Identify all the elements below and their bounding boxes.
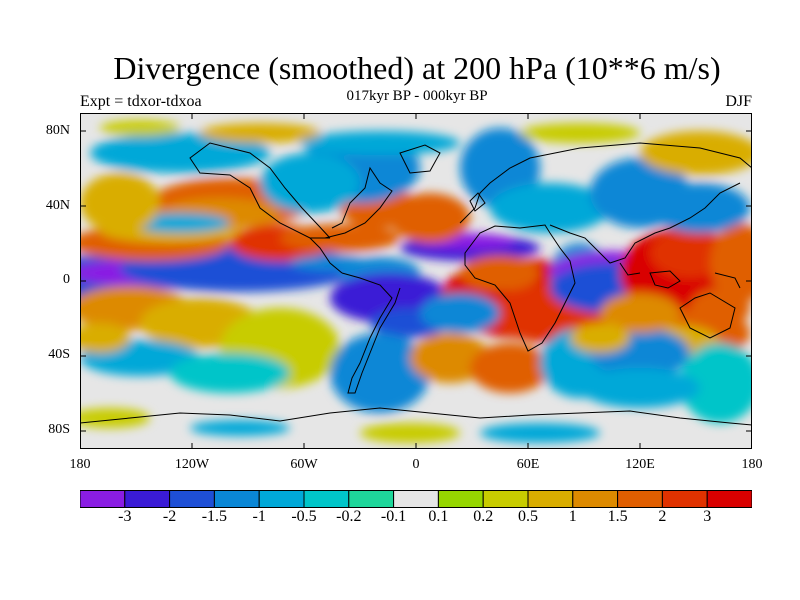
colorbar-box bbox=[527, 490, 574, 508]
colorbar-label: 1.5 bbox=[607, 508, 628, 525]
field-patch bbox=[300, 131, 460, 155]
colorbar-label: -0.5 bbox=[291, 508, 317, 525]
colorbar-label: 0.5 bbox=[518, 508, 538, 525]
field-patch bbox=[600, 293, 680, 333]
field-patch bbox=[200, 123, 320, 143]
field-patch bbox=[80, 408, 150, 428]
colorbar-label: 3 bbox=[703, 508, 712, 525]
colorbar-box bbox=[258, 490, 305, 508]
field-patch bbox=[580, 368, 700, 408]
colorbar-label: -2 bbox=[162, 508, 177, 525]
field-patch bbox=[480, 423, 600, 443]
coastline-path bbox=[324, 166, 393, 239]
colorbar-box bbox=[169, 490, 215, 508]
map-subtitle: 017kyr BP - 000kyr BP bbox=[346, 88, 488, 104]
field-patch bbox=[360, 423, 460, 443]
coastline-path bbox=[399, 144, 441, 174]
field-patch bbox=[650, 183, 750, 233]
colorbar-box bbox=[303, 490, 350, 508]
lon-label-180e: 180 bbox=[741, 457, 763, 472]
field-patch bbox=[130, 213, 230, 233]
colorbar-box bbox=[124, 490, 171, 508]
field-patch bbox=[460, 255, 540, 291]
map-title: Divergence (smoothed) at 200 hPa (10**6 … bbox=[113, 50, 721, 86]
field-patch bbox=[650, 228, 730, 278]
field-patch bbox=[280, 224, 400, 252]
field-patch bbox=[390, 193, 470, 243]
colorbar bbox=[80, 490, 752, 508]
experiment-label: Expt = tdxor-tdxoa bbox=[80, 93, 202, 110]
lon-label-0: 0 bbox=[412, 457, 420, 472]
colorbar-box bbox=[393, 490, 439, 508]
coastline-path bbox=[309, 237, 343, 274]
colorbar-box bbox=[706, 490, 752, 508]
colorbar-box bbox=[617, 490, 663, 508]
coastline-path bbox=[679, 292, 736, 339]
lon-label-120w: 120W bbox=[174, 457, 210, 472]
divergence-map bbox=[80, 113, 752, 449]
colorbar-label: -0.1 bbox=[380, 508, 407, 525]
colorbar-label: 0.2 bbox=[473, 508, 494, 525]
field-patch bbox=[170, 353, 290, 393]
coastline-path bbox=[549, 182, 741, 264]
coastlines bbox=[80, 142, 752, 426]
field-patch bbox=[100, 120, 180, 136]
field-patch bbox=[80, 173, 160, 233]
field-patch bbox=[490, 183, 610, 233]
field-patch bbox=[470, 343, 550, 393]
field-patch bbox=[190, 420, 290, 436]
field-patch bbox=[330, 333, 430, 413]
field-patch bbox=[80, 323, 130, 353]
lon-label-180w: 180 bbox=[69, 457, 91, 472]
lon-label-60w: 60W bbox=[290, 457, 318, 472]
colorbar-box bbox=[572, 490, 619, 508]
colorbar-box bbox=[80, 490, 126, 508]
coastline-path bbox=[80, 407, 752, 426]
field-patch bbox=[410, 333, 490, 383]
field-patch bbox=[520, 123, 640, 143]
coastline-path bbox=[189, 142, 331, 239]
divergence-field bbox=[80, 120, 752, 443]
colorbar-box bbox=[437, 490, 484, 508]
coastline-path bbox=[464, 224, 576, 352]
colorbar-box bbox=[482, 490, 529, 508]
colorbar-box bbox=[213, 490, 260, 508]
field-patch bbox=[640, 131, 752, 175]
lon-label-120e: 120E bbox=[625, 457, 655, 472]
lat-label-0: 0 bbox=[63, 272, 70, 287]
coastline-path bbox=[714, 272, 741, 289]
coastline-path bbox=[619, 262, 641, 276]
field-patch bbox=[420, 293, 500, 333]
field-patch bbox=[710, 223, 752, 303]
colorbar-label: -0.2 bbox=[336, 508, 362, 525]
lat-label-80n: 80N bbox=[45, 123, 70, 138]
field-patch bbox=[90, 133, 270, 173]
colorbar-label: -1.5 bbox=[201, 508, 228, 525]
season-label: DJF bbox=[725, 93, 752, 110]
field-patch bbox=[690, 288, 750, 328]
lat-label-80s: 80S bbox=[48, 422, 70, 437]
field-patch bbox=[260, 153, 360, 213]
colorbar-label: 1 bbox=[568, 508, 577, 525]
coastline-path bbox=[649, 270, 681, 289]
lat-label-40s: 40S bbox=[48, 347, 70, 362]
colorbar-label: -1 bbox=[252, 508, 266, 525]
colorbar-box bbox=[661, 490, 708, 508]
colorbar-label: 0.1 bbox=[428, 508, 449, 525]
coastline-path bbox=[459, 142, 752, 224]
field-patch bbox=[570, 323, 630, 353]
lat-label-40n: 40N bbox=[45, 198, 70, 213]
colorbar-label: 2 bbox=[658, 508, 667, 525]
coastline-path bbox=[469, 192, 486, 212]
coastline-path bbox=[341, 272, 401, 394]
colorbar-label: -3 bbox=[118, 508, 132, 525]
lon-label-60e: 60E bbox=[516, 457, 540, 472]
field-patch bbox=[680, 343, 752, 423]
axis-ticks bbox=[80, 113, 752, 449]
colorbar-box bbox=[348, 490, 395, 508]
